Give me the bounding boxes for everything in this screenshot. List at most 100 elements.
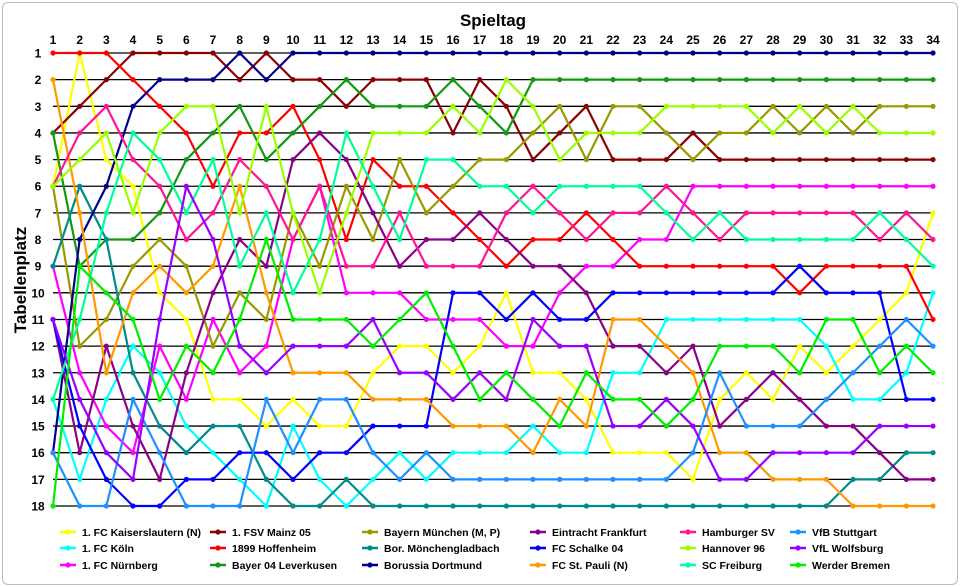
data-point — [317, 503, 323, 509]
data-point — [823, 130, 829, 136]
data-point — [263, 343, 269, 349]
data-point — [823, 236, 829, 243]
data-point — [637, 423, 643, 429]
data-point — [130, 236, 136, 243]
data-point — [610, 423, 616, 429]
data-point — [130, 77, 136, 83]
data-point — [183, 423, 189, 429]
data-point — [690, 130, 696, 136]
data-point — [77, 343, 83, 349]
legend-marker — [685, 529, 691, 535]
data-point — [557, 156, 563, 163]
legend-marker — [685, 562, 691, 568]
data-point — [210, 423, 216, 429]
data-point — [237, 316, 243, 323]
data-point — [690, 77, 696, 83]
data-point — [343, 263, 349, 269]
data-point — [290, 103, 296, 109]
legend-item: Hamburger SV — [680, 527, 775, 539]
data-point — [103, 77, 109, 83]
data-point — [557, 210, 563, 216]
data-point — [450, 423, 456, 429]
y-axis-label: Tabellenplatz — [11, 227, 30, 333]
data-point — [50, 77, 56, 83]
chart-title: Spieltag — [460, 11, 526, 30]
data-point — [157, 343, 163, 349]
data-point — [583, 50, 589, 56]
data-point — [103, 103, 109, 109]
data-point — [610, 156, 616, 163]
data-point — [530, 423, 536, 429]
data-point — [130, 290, 136, 296]
data-point — [503, 103, 509, 109]
data-point — [877, 423, 883, 429]
data-point — [370, 183, 376, 189]
data-point — [877, 396, 883, 403]
legend-item: Bor. Mönchengladbach — [362, 543, 500, 555]
data-point — [557, 236, 563, 243]
data-point — [717, 103, 723, 109]
data-point — [103, 183, 109, 189]
data-point — [343, 503, 349, 509]
data-point — [317, 450, 323, 456]
data-point — [370, 423, 376, 429]
data-point — [797, 130, 803, 136]
data-point — [237, 396, 243, 403]
data-point — [50, 183, 56, 189]
data-point — [610, 210, 616, 216]
data-point — [397, 77, 403, 83]
x-tick-label: 25 — [686, 33, 700, 47]
data-point — [210, 476, 216, 482]
data-point — [637, 210, 643, 216]
data-point — [477, 156, 483, 163]
data-point — [50, 450, 56, 456]
data-point — [770, 210, 776, 216]
data-point — [503, 210, 509, 216]
series-11 — [50, 263, 936, 509]
data-point — [663, 423, 669, 429]
legend-item: Eintracht Frankfurt — [530, 527, 647, 539]
data-point — [263, 370, 269, 376]
data-point — [717, 236, 723, 243]
data-point — [770, 77, 776, 83]
legend-label: SC Freiburg — [702, 560, 762, 572]
data-point — [183, 316, 189, 323]
data-point — [263, 396, 269, 403]
data-point — [903, 343, 909, 349]
data-point — [503, 476, 509, 482]
data-point — [50, 130, 56, 136]
data-point — [770, 183, 776, 189]
data-point — [397, 476, 403, 482]
legend-marker — [535, 562, 541, 568]
data-point — [743, 130, 749, 136]
legend-label: 1899 Hoffenheim — [232, 543, 316, 555]
data-point — [743, 103, 749, 109]
data-point — [797, 103, 803, 109]
data-point — [317, 343, 323, 349]
data-point — [930, 263, 936, 269]
data-point — [423, 77, 429, 83]
data-point — [450, 316, 456, 323]
data-point — [450, 263, 456, 269]
x-tick-label: 33 — [900, 33, 914, 47]
data-point — [237, 77, 243, 83]
data-point — [263, 503, 269, 509]
data-point — [797, 263, 803, 269]
data-point — [423, 450, 429, 456]
data-point — [397, 236, 403, 243]
data-point — [743, 156, 749, 163]
data-point — [637, 343, 643, 349]
data-point — [370, 103, 376, 109]
data-point — [477, 450, 483, 456]
data-point — [183, 156, 189, 163]
data-point — [423, 156, 429, 163]
data-point — [690, 503, 696, 509]
data-point — [183, 476, 189, 482]
series-line — [52, 318, 934, 508]
data-point — [317, 183, 323, 189]
data-point — [743, 450, 749, 456]
data-point — [610, 370, 616, 376]
data-point — [797, 77, 803, 83]
legend-marker — [65, 562, 71, 568]
data-point — [343, 476, 349, 482]
